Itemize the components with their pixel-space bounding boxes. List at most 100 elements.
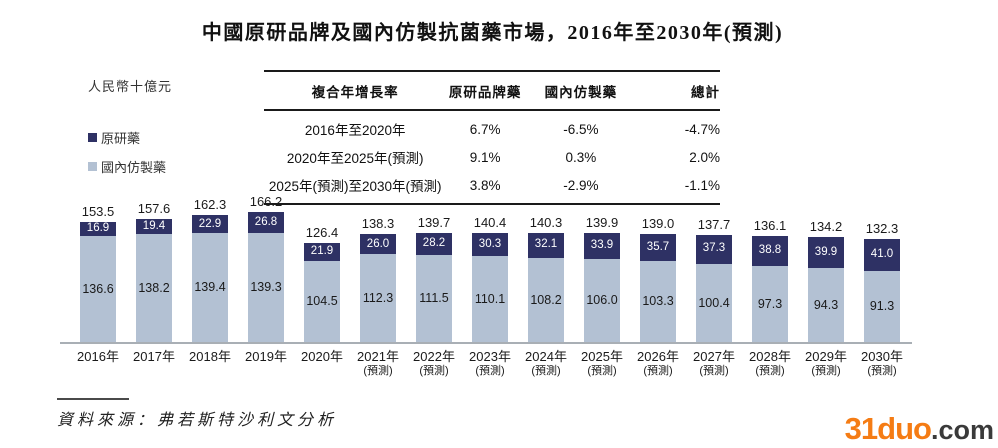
year-label: 2018年: [189, 349, 231, 364]
generic-segment: 108.2: [528, 257, 564, 342]
source-text: 資料來源：弗若斯特沙利文分析: [57, 412, 338, 429]
total-value-label: 139.9: [585, 214, 619, 230]
x-axis-label: 2025年 (預測): [574, 342, 630, 378]
x-axis-label: 2019年: [238, 342, 294, 365]
bar-chart: 153.5 16.9 136.6 2016年 157.6 19.4 138.2 2017年 16…: [70, 192, 910, 392]
cagr-table: 複合年增長率 原研品牌藥 國內仿製藥 總計 2016年至2020年 6.7% -…: [264, 70, 720, 205]
total-value-label: 139.0: [641, 215, 675, 231]
x-axis-label: 2026年 (預測): [630, 342, 686, 378]
cagr-table-header-row: 複合年增長率 原研品牌藥 國內仿製藥 總計: [264, 72, 720, 111]
bar-stack: 140.4 30.3 110.1: [462, 192, 518, 342]
generic-segment: 138.2: [136, 234, 172, 342]
total-value-label: 166.2: [249, 194, 283, 210]
x-axis-label: 2028年 (預測): [742, 342, 798, 378]
generic-segment: 97.3: [752, 266, 788, 342]
generic-segment: 112.3: [360, 254, 396, 342]
forecast-note: (預測): [363, 364, 393, 377]
originator-segment: 41.0: [864, 238, 900, 271]
period-cell: 2020年至2025年(預測): [286, 151, 424, 166]
forecast-note: (預測): [811, 364, 841, 377]
year-label: 2017年: [133, 349, 175, 364]
forecast-note: (預測): [475, 364, 505, 377]
generic-segment: 111.5: [416, 255, 452, 342]
generic-segment: 103.3: [640, 261, 676, 342]
bar-group: 157.6 19.4 138.2 2017年: [126, 192, 182, 392]
originator-segment: 37.3: [696, 234, 732, 264]
originator-cagr-cell: 3.8%: [469, 177, 501, 193]
watermark-suffix: .com: [930, 415, 994, 445]
generic-cagr-cell: -6.5%: [563, 121, 599, 137]
generic-segment: 100.4: [696, 263, 732, 342]
x-axis-label: 2017年: [126, 342, 182, 365]
forecast-note: (預測): [643, 364, 673, 377]
originator-cagr-cell: 9.1%: [469, 149, 501, 165]
year-label: 2021年: [357, 349, 399, 364]
bar-group: 139.0 35.7 103.3 2026年 (預測): [630, 192, 686, 392]
year-label: 2030年: [861, 349, 903, 364]
bar-stack: 139.0 35.7 103.3: [630, 192, 686, 342]
originator-segment: 22.9: [192, 215, 228, 234]
bar-group: 140.3 32.1 108.2 2024年 (預測): [518, 192, 574, 392]
watermark-brand: 31duo: [844, 411, 932, 446]
header-total: 總計: [690, 85, 720, 100]
originator-segment: 19.4: [136, 219, 172, 235]
total-cagr-cell: 2.0%: [689, 149, 720, 165]
originator-segment: 35.7: [640, 233, 676, 262]
x-axis-baseline: [60, 342, 912, 344]
generic-segment: 94.3: [808, 268, 844, 342]
bar-stack: 139.7 28.2 111.5: [406, 192, 462, 342]
year-label: 2026年: [637, 349, 679, 364]
legend-item-originator: 原研藥: [88, 128, 166, 147]
x-axis-label: 2023年 (預測): [462, 342, 518, 378]
x-axis-label: 2024年 (預測): [518, 342, 574, 378]
generic-segment: 136.6: [80, 235, 116, 342]
originator-cagr-cell: 6.7%: [469, 121, 501, 137]
year-label: 2020年: [301, 349, 343, 364]
bar-group: 139.7 28.2 111.5 2022年 (預測): [406, 192, 462, 392]
generic-segment: 104.5: [304, 260, 340, 342]
total-value-label: 138.3: [361, 216, 395, 232]
total-value-label: 139.7: [417, 215, 451, 230]
x-axis-label: 2016年: [70, 342, 126, 365]
total-value-label: 134.2: [809, 219, 843, 235]
year-label: 2023年: [469, 349, 511, 364]
generic-segment: 106.0: [584, 259, 620, 342]
bar-stack: 134.2 39.9 94.3: [798, 192, 854, 342]
generic-cagr-cell: 0.3%: [565, 149, 597, 165]
total-value-label: 157.6: [137, 201, 171, 217]
generic-segment: 91.3: [864, 270, 900, 342]
x-axis-label: 2029年 (預測): [798, 342, 854, 378]
bar-group: 136.1 38.8 97.3 2028年 (預測): [742, 192, 798, 392]
year-label: 2016年: [77, 349, 119, 364]
total-value-label: 162.3: [193, 197, 227, 213]
x-axis-label: 2027年 (預測): [686, 342, 742, 378]
x-axis-label: 2030年 (預測): [854, 342, 910, 378]
originator-segment: 33.9: [584, 232, 620, 260]
bar-stack: 162.3 22.9 139.4: [182, 192, 238, 342]
originator-segment: 39.9: [808, 237, 844, 269]
header-cagr: 複合年增長率: [311, 85, 399, 100]
year-label: 2027年: [693, 349, 735, 364]
originator-swatch-icon: [88, 133, 97, 142]
generic-segment: 139.4: [192, 233, 228, 342]
bar-group: 140.4 30.3 110.1 2023年 (預測): [462, 192, 518, 392]
forecast-note: (預測): [531, 364, 561, 377]
total-value-label: 126.4: [305, 225, 339, 241]
total-value-label: 132.3: [865, 220, 899, 236]
legend-item-generic: 國內仿製藥: [88, 157, 166, 176]
table-row: 2020年至2025年(預測) 9.1% 0.3% 2.0%: [264, 143, 720, 171]
bar-stack: 137.7 37.3 100.4: [686, 192, 742, 342]
bar-stack: 132.3 41.0 91.3: [854, 192, 910, 342]
originator-segment: 26.8: [248, 212, 284, 234]
total-cagr-cell: -4.7%: [684, 121, 720, 137]
originator-segment: 28.2: [416, 233, 452, 255]
bar-stack: 140.3 32.1 108.2: [518, 192, 574, 342]
bar-stack: 126.4 21.9 104.5: [294, 192, 350, 342]
bar-group: 166.2 26.8 139.3 2019年: [238, 192, 294, 392]
table-row: 2016年至2020年 6.7% -6.5% -4.7%: [264, 111, 720, 143]
x-axis-label: 2022年 (預測): [406, 342, 462, 378]
period-cell: 2025年(預測)至2030年(預測): [268, 179, 442, 194]
bar-group: 134.2 39.9 94.3 2029年 (預測): [798, 192, 854, 392]
originator-segment: 16.9: [80, 222, 116, 236]
